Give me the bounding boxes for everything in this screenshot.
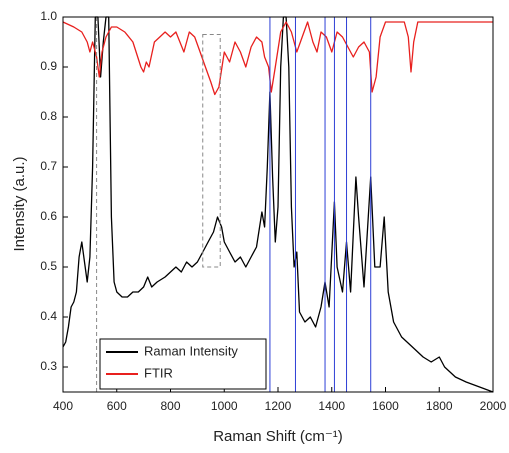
x-tick-label: 600 (107, 399, 127, 413)
highlight-box (202, 34, 221, 268)
x-tick-label: 2000 (480, 399, 507, 413)
line-series (62, 16, 494, 393)
legend-label: Raman Intensity (144, 343, 238, 358)
x-axis-label: Raman Shift (cm⁻¹) (213, 428, 343, 445)
x-tick-label: 800 (160, 399, 180, 413)
plot-frame (62, 16, 494, 393)
x-tick-label: 400 (53, 399, 73, 413)
y-axis-label: Intensity (a.u.) (11, 156, 28, 251)
x-tick-label: 1600 (372, 399, 399, 413)
y-tick-label: 0.8 (40, 109, 57, 123)
line-series (62, 21, 493, 96)
y-tick-label: 0.4 (40, 309, 57, 323)
x-tick-label: 1400 (318, 399, 345, 413)
y-tick-label: 1.0 (40, 9, 57, 23)
legend-box (99, 338, 267, 390)
x-tick-label: 1200 (265, 399, 292, 413)
y-tick-label: 0.5 (40, 259, 57, 273)
x-tick-label: 1800 (426, 399, 453, 413)
y-tick-label: 0.9 (40, 59, 57, 73)
y-tick-label: 0.6 (40, 209, 57, 223)
y-tick-label: 0.3 (40, 359, 57, 373)
x-tick-label: 1000 (211, 399, 238, 413)
y-tick-label: 0.7 (40, 159, 57, 173)
legend-label: FTIR (144, 365, 173, 380)
